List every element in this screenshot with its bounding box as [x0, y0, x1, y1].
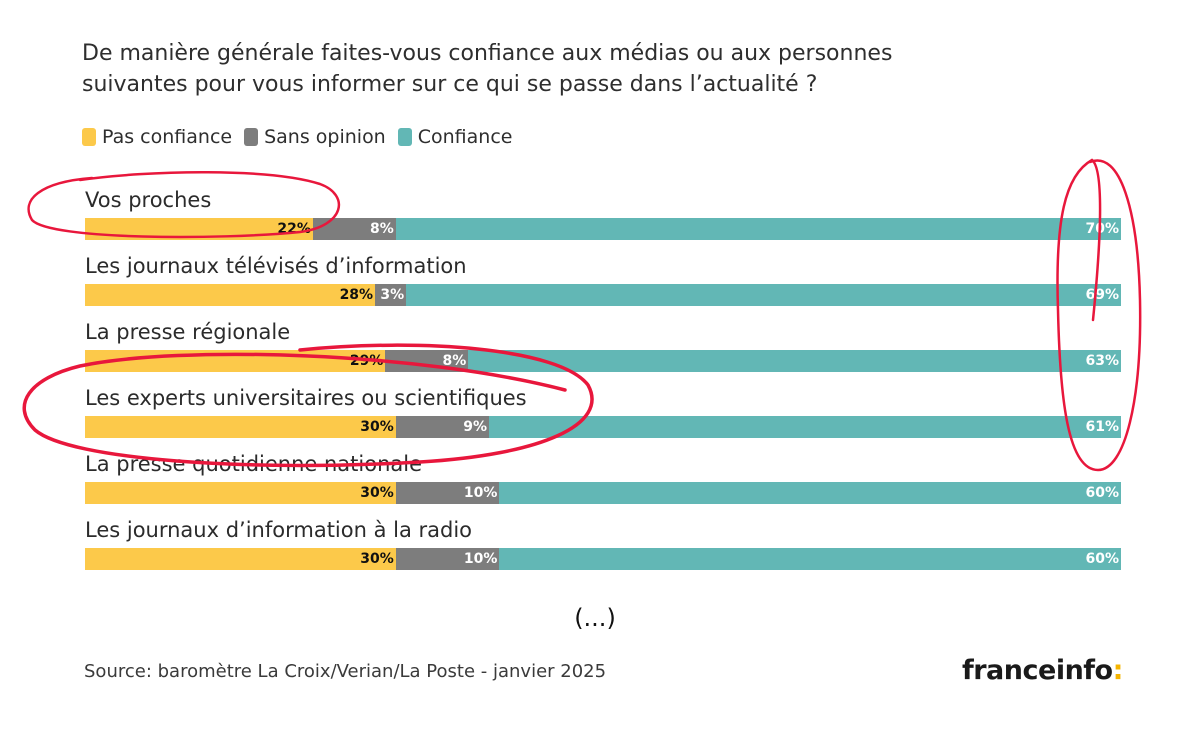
brand-colon: :	[1112, 655, 1124, 686]
bar-label-pas-confiance-6: 30%	[360, 551, 394, 567]
legend-swatch-confiance	[397, 128, 412, 146]
bar-confiance-2	[406, 284, 1121, 306]
bar-label-pas-confiance-2: 28%	[339, 287, 374, 303]
legend-swatch-pas-confiance	[82, 128, 96, 146]
row-label-les-experts-universitaires-ou-scientifiques: Les experts universitaires ou scientifiq…	[85, 386, 527, 410]
legend-item-pas-confiance: Pas confiance	[82, 126, 232, 148]
bar-label-confiance-1: 70%	[1085, 221, 1119, 237]
bar-label-confiance-4: 61%	[1085, 419, 1119, 435]
row-label-la-presse-regionale: La presse régionale	[85, 320, 291, 344]
bar-label-sans-opinion-4: 9%	[463, 419, 488, 435]
row-label-la-presse-quotidienne-nationale: La presse quotidienne nationale	[85, 452, 423, 476]
bar-label-pas-confiance-3: 29%	[349, 353, 384, 369]
bar-label-pas-confiance-5: 30%	[360, 485, 394, 501]
legend-label-sans-opinion: Sans opinion	[264, 126, 386, 148]
bar-confiance-6	[499, 548, 1121, 570]
row-label-les-journaux-televises-d-information: Les journaux télévisés d’information	[85, 254, 467, 278]
bar-label-confiance-5: 60%	[1085, 485, 1119, 501]
legend-item-sans-opinion: Sans opinion	[244, 126, 386, 148]
legend-label-pas-confiance: Pas confiance	[102, 126, 233, 148]
bar-sans-opinion-5	[395, 482, 500, 504]
bar-label-pas-confiance-1: 22%	[277, 221, 311, 237]
bar-confiance-4	[489, 416, 1121, 438]
bar-label-sans-opinion-1: 8%	[370, 221, 394, 237]
row-label-les-journaux-d-information-a-la-radio: Les journaux d’information à la radio	[85, 518, 473, 542]
legend-swatch-sans-opinion	[244, 128, 259, 146]
source-note: Source: baromètre La Croix/Verian/La Pos…	[84, 661, 607, 682]
bar-pas-confiance-2	[85, 284, 376, 306]
title-line-2: suivantes pour vous informer sur ce qui …	[82, 72, 818, 97]
chart-title: De manière générale faites-vous confianc…	[82, 38, 1082, 100]
bar-label-pas-confiance-4: 30%	[360, 419, 394, 435]
bar-confiance-1	[395, 218, 1121, 240]
bar-label-sans-opinion-2: 3%	[380, 287, 405, 303]
bar-label-sans-opinion-6: 10%	[463, 551, 498, 567]
bar-label-confiance-3: 63%	[1085, 353, 1119, 369]
bar-confiance-5	[499, 482, 1121, 504]
legend: Pas confiance Sans opinion Confiance	[82, 125, 524, 149]
brand-name: franceinfo	[962, 655, 1113, 686]
bar-label-confiance-2: 69%	[1085, 287, 1119, 303]
bar-sans-opinion-6	[395, 548, 500, 570]
bar-label-confiance-6: 60%	[1085, 551, 1119, 567]
title-line-1: De manière générale faites-vous confianc…	[82, 41, 893, 66]
legend-label-confiance: Confiance	[417, 126, 513, 148]
bar-sans-opinion-2	[375, 284, 407, 306]
legend-item-confiance: Confiance	[397, 126, 513, 148]
bar-pas-confiance-6	[85, 548, 396, 570]
bar-label-sans-opinion-5: 10%	[463, 485, 498, 501]
bar-pas-confiance-5	[85, 482, 396, 504]
row-label-vos-proches: Vos proches	[85, 188, 212, 212]
bar-confiance-3	[468, 350, 1121, 372]
franceinfo-logo: franceinfo:	[962, 655, 1123, 686]
ellipsis: (...)	[574, 604, 616, 632]
bar-label-sans-opinion-3: 8%	[442, 353, 467, 369]
